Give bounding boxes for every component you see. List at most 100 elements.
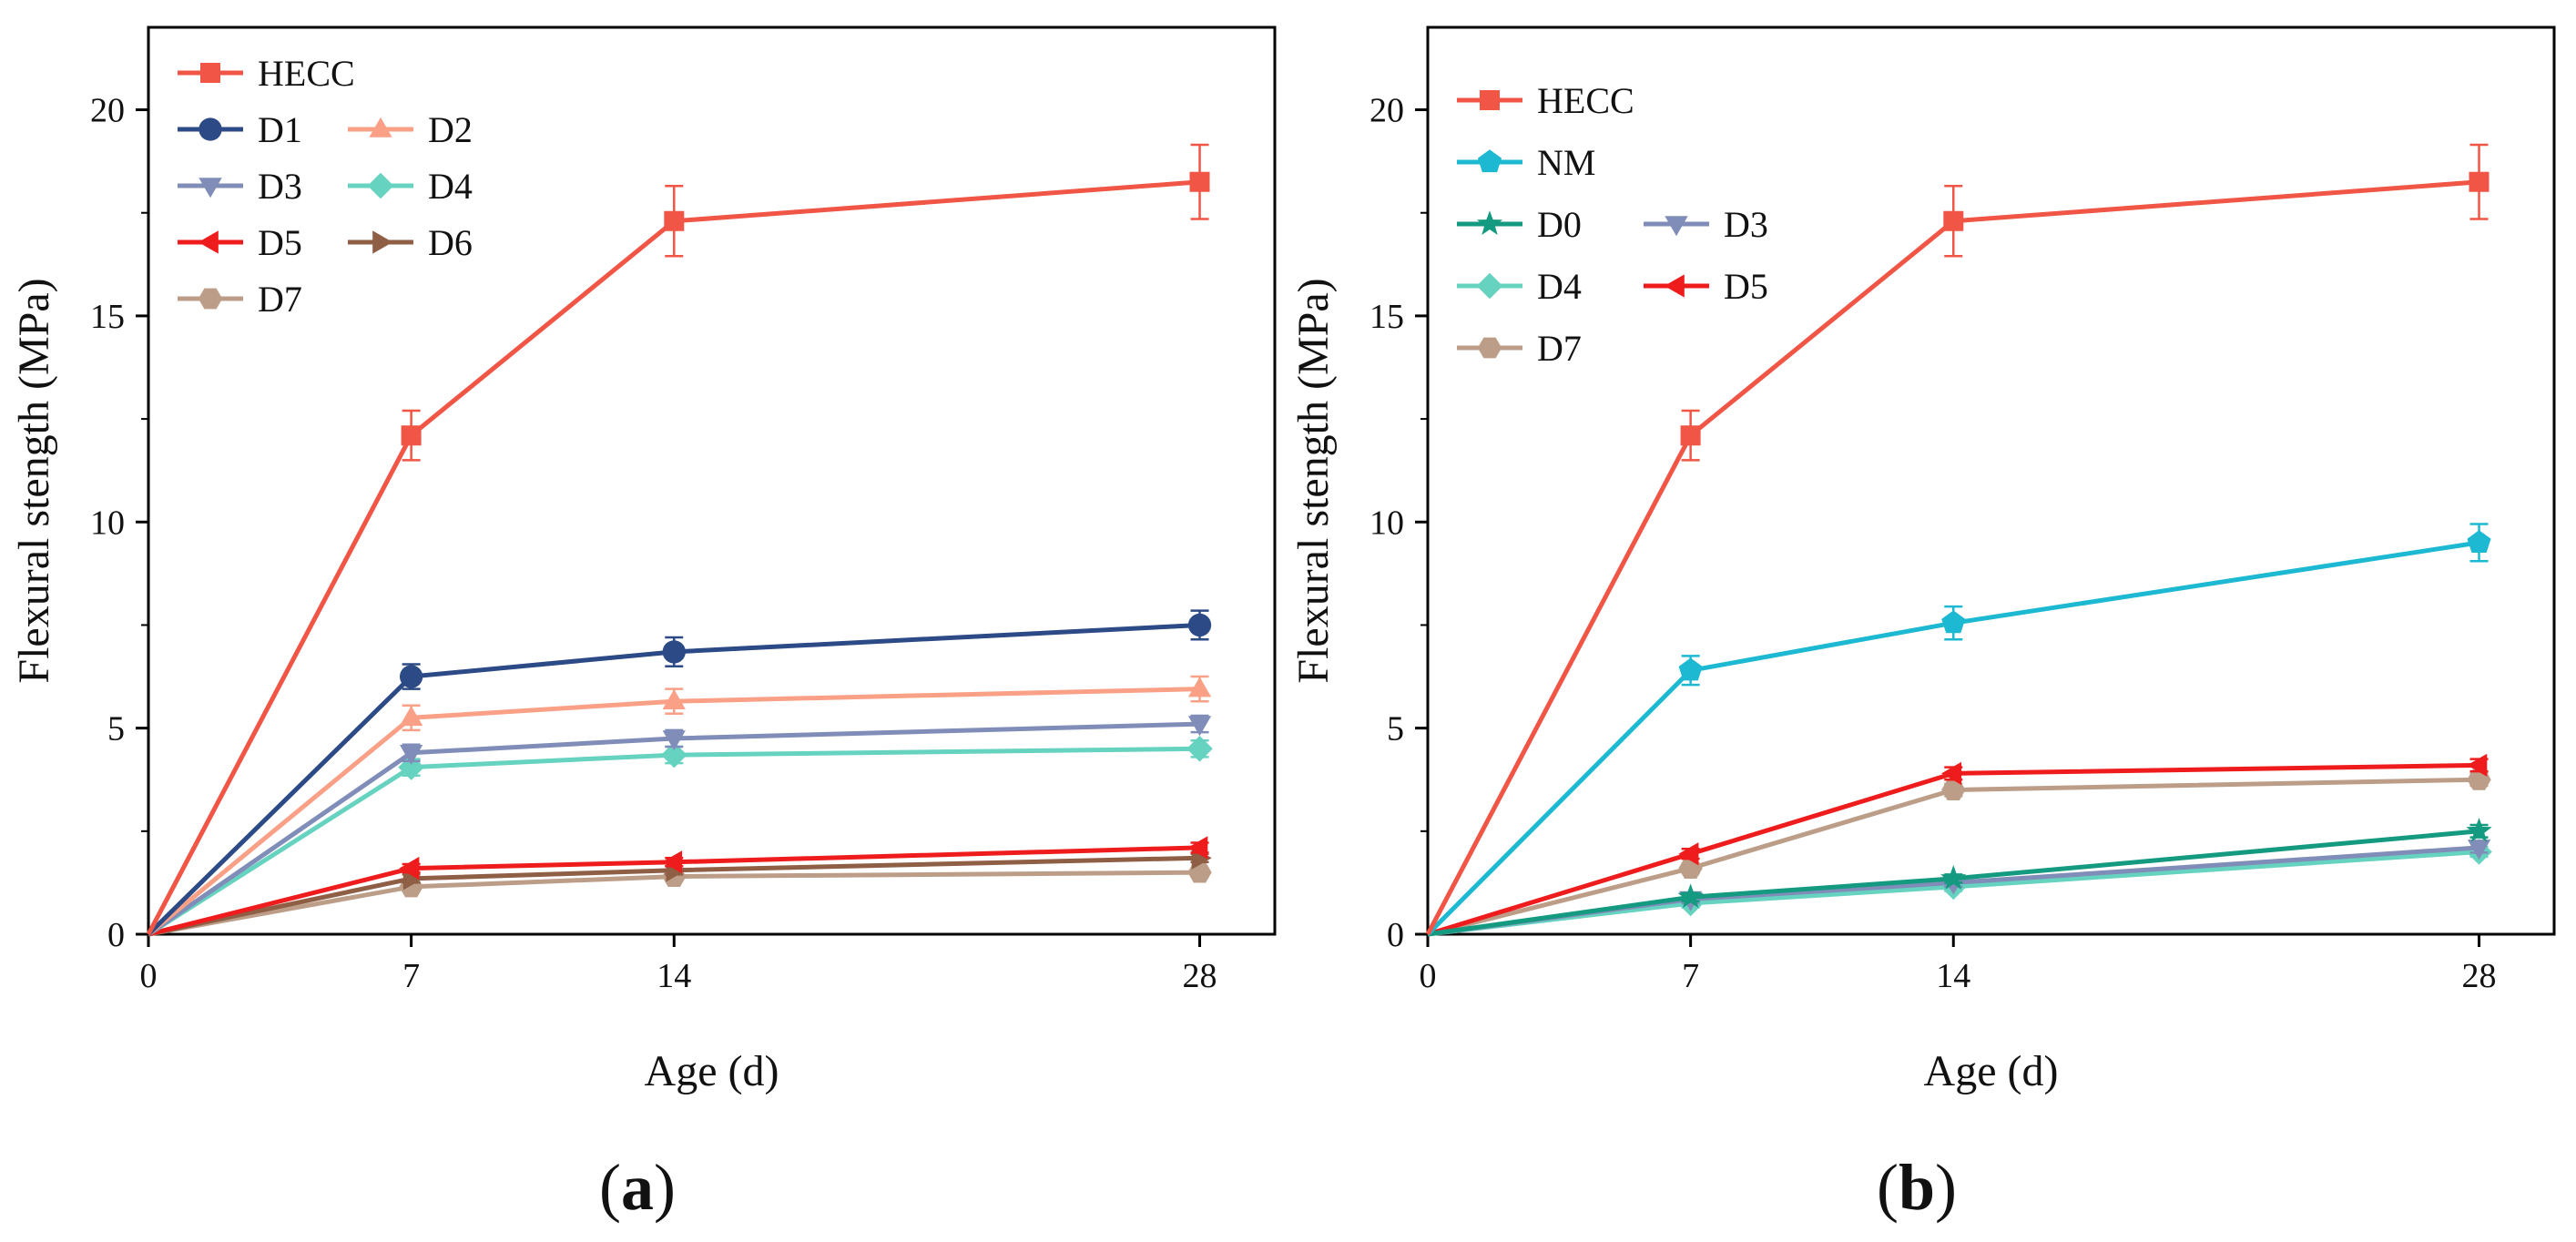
x-tick-label: 14 [1936, 957, 1970, 995]
data-point-D5 [662, 850, 683, 874]
plot-frame [1426, 25, 2556, 936]
series-D5 [1427, 753, 2489, 937]
y-tick-label: 5 [1387, 710, 1404, 748]
legend-marker-D7 [1477, 337, 1502, 359]
x-axis-label: Age (d) [645, 1047, 779, 1095]
data-point-D0 [2466, 818, 2492, 842]
data-point-HECC [1680, 425, 1701, 446]
data-point-D7 [1941, 779, 1966, 800]
data-point-D5 [1941, 761, 1962, 786]
data-point-HECC [1943, 210, 1964, 231]
series-line-HECC [146, 179, 1200, 936]
chart-panel-b: 0 7 14 28 0 5 10 15 20 Age (d) Flexural stength (M… [1289, 25, 2556, 1224]
data-point-HECC [2469, 171, 2489, 192]
data-point-D0 [1940, 865, 1967, 890]
x-tick-label: 0 [140, 957, 158, 995]
x-tick-label: 7 [402, 957, 420, 995]
data-point-D1 [662, 640, 686, 664]
data-point-D7 [1187, 861, 1212, 883]
data-point-D4 [1186, 736, 1213, 762]
data-point-D3 [400, 745, 423, 765]
data-point-HECC [1189, 171, 1210, 192]
series-D4 [147, 736, 1213, 937]
series-D2 [147, 675, 1212, 936]
series-line-D1 [147, 623, 1200, 936]
series-D7 [1427, 769, 2491, 937]
legend-label-D6: D6 [428, 222, 473, 263]
y-tick-label: 20 [1369, 92, 1404, 130]
x-tick-label: 28 [2462, 957, 2497, 995]
x-tick-label: 14 [657, 957, 691, 995]
series-line-D0 [1427, 829, 2479, 937]
legend-marker-D0 [1476, 210, 1503, 235]
y-tick-label: 15 [1369, 298, 1404, 336]
series-line-D6 [148, 855, 1200, 937]
y-tick-label: 0 [107, 916, 125, 954]
data-point-D2 [400, 706, 423, 727]
legend-label-D1: D1 [258, 109, 302, 150]
legend-marker-D2 [369, 117, 392, 137]
data-point-D3 [1187, 716, 1212, 737]
plot-frame [147, 25, 1277, 936]
chart-panel-a: 0 7 14 28 0 5 10 15 20 Age (d) Flexural stength (M… [10, 25, 1277, 1224]
series-line-D7 [148, 870, 1200, 937]
series-line-D2 [147, 687, 1200, 936]
legend-label-D3: D3 [258, 166, 302, 207]
legend: HECC NM D0 D3 D4 D5 D7 [1457, 80, 1768, 369]
x-tick-label: 0 [1420, 957, 1437, 995]
legend-marker-HECC [200, 63, 220, 83]
data-point-D1 [1187, 613, 1212, 637]
legend-label-HECC: HECC [1537, 80, 1634, 121]
legend-marker-D3 [1665, 216, 1688, 237]
legend-marker-D6 [372, 230, 393, 254]
legend-label-D2: D2 [428, 109, 473, 150]
legend: HECC D1 D2 D3 D4 D5 D6 D7 [178, 53, 473, 320]
legend-label-D4: D4 [1537, 266, 1582, 307]
legend-marker-D7 [198, 288, 223, 310]
panel-label: (b) [1877, 1151, 1957, 1224]
series-line-D3 [147, 721, 1200, 937]
panel-label: (a) [599, 1151, 676, 1224]
y-tick-label: 5 [107, 710, 125, 748]
series-line-D4 [147, 746, 1200, 937]
legend-marker-HECC [1480, 90, 1500, 110]
data-point-D3 [662, 730, 686, 751]
data-point-D1 [399, 665, 423, 688]
legend-label-D7: D7 [258, 279, 302, 320]
legend-marker-D3 [199, 178, 222, 199]
y-axis-label: Flexural stength (MPa) [10, 278, 58, 683]
y-tick-label: 0 [1387, 916, 1404, 954]
series-line-HECC [1425, 179, 2479, 936]
legend-label-D5: D5 [1724, 266, 1768, 307]
y-tick-label: 10 [90, 504, 125, 542]
data-point-NM [1678, 657, 1703, 681]
y-tick-label: 15 [90, 298, 125, 336]
data-point-D5 [1678, 842, 1699, 866]
data-point-D3 [2467, 840, 2491, 860]
data-point-HECC [401, 425, 422, 446]
data-point-NM [1941, 610, 1966, 634]
data-point-HECC [664, 210, 685, 231]
series-D1 [147, 609, 1212, 936]
data-point-D4 [661, 741, 687, 769]
legend-marker-D1 [199, 117, 222, 141]
series-line-D7 [1427, 777, 2479, 937]
series-D0 [1427, 818, 2492, 937]
legend-label-HECC: HECC [258, 53, 355, 94]
y-tick-label: 10 [1369, 504, 1404, 542]
x-tick-label: 7 [1682, 957, 1699, 995]
series-line-D5 [1427, 762, 2479, 937]
y-axis-label: Flexural stength (MPa) [1289, 278, 1338, 683]
x-axis-label: Age (d) [1924, 1047, 2059, 1095]
series-line-NM [1426, 540, 2479, 936]
legend-label-NM: NM [1537, 142, 1595, 183]
legend-marker-NM [1477, 149, 1502, 173]
legend-marker-D5 [198, 230, 219, 254]
series-D3 [147, 714, 1212, 937]
legend-marker-D4 [1476, 272, 1503, 300]
series-line-D5 [148, 845, 1200, 937]
series-HECC [1425, 143, 2489, 936]
legend-marker-D5 [1664, 274, 1685, 298]
data-point-D0 [1677, 883, 1704, 909]
